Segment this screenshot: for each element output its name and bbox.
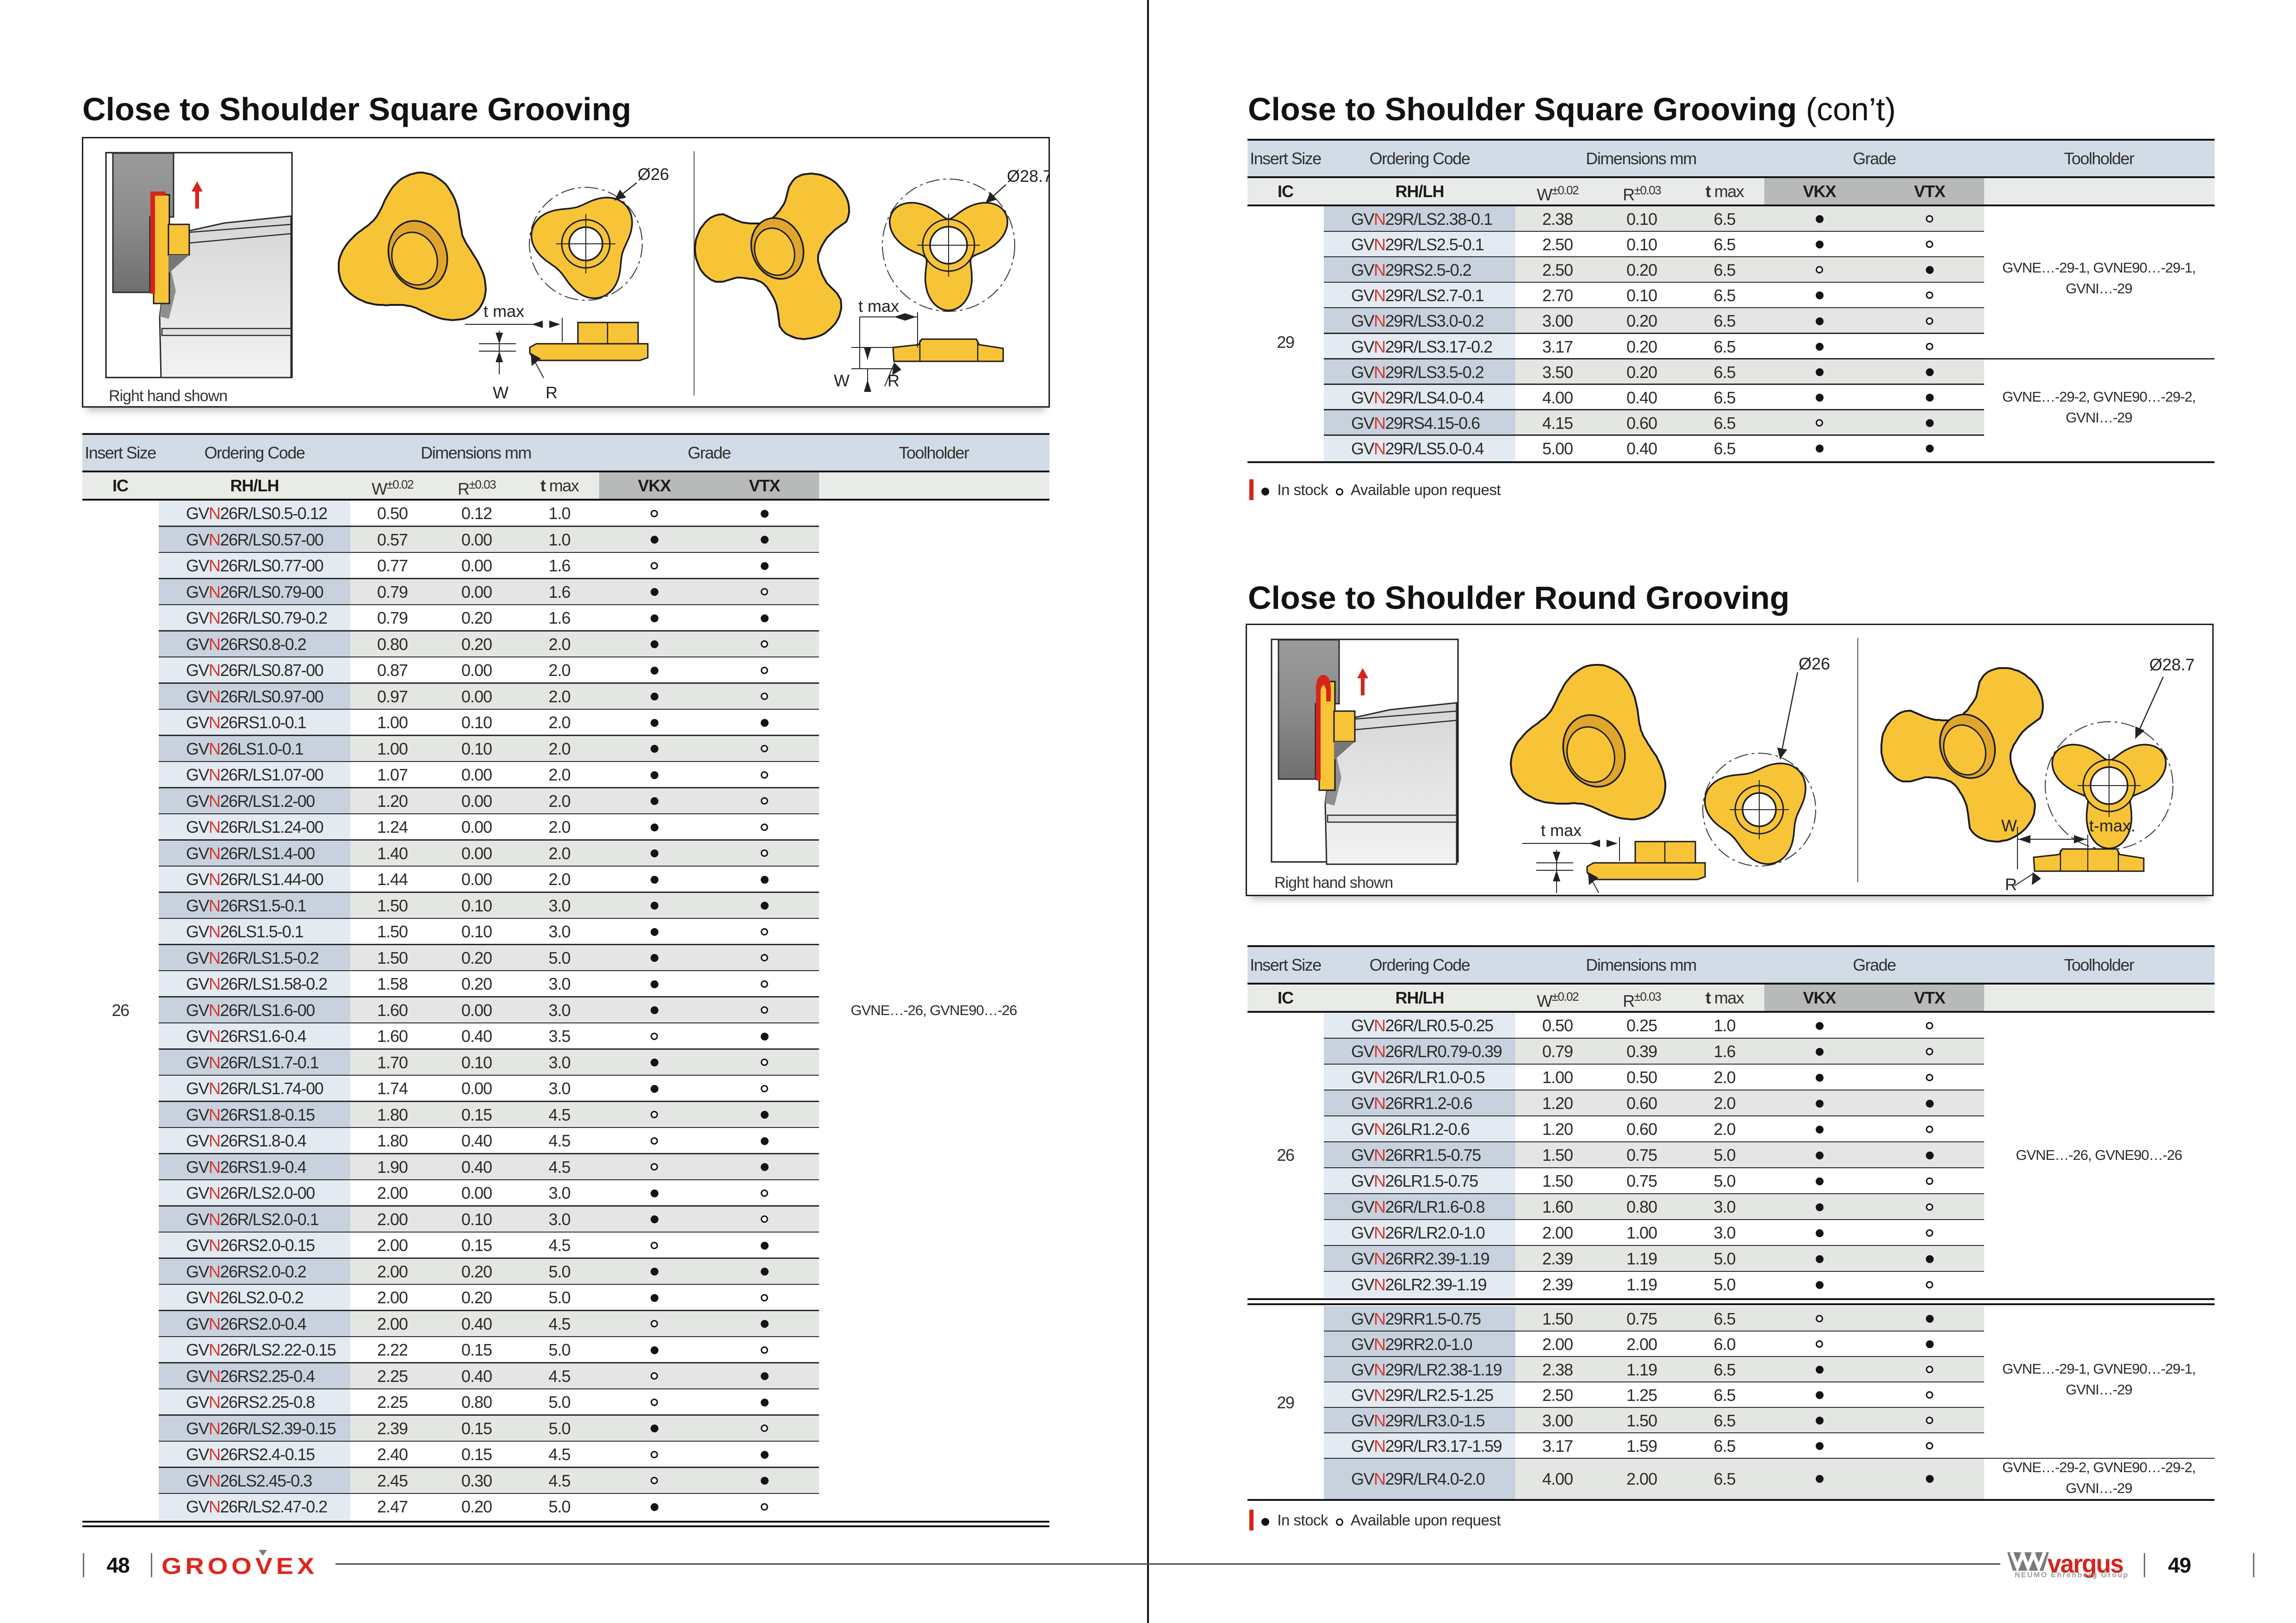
svg-text:W: W: [2001, 816, 2017, 835]
svg-text:Right hand shown: Right hand shown: [109, 387, 227, 405]
svg-text:t-max.: t-max.: [2089, 816, 2135, 835]
svg-text:t max: t max: [858, 297, 899, 316]
svg-text:Ø26: Ø26: [638, 165, 669, 184]
svg-text:t max: t max: [484, 302, 524, 321]
svg-text:Ø28.7: Ø28.7: [2149, 655, 2195, 674]
svg-text:t max: t max: [1541, 821, 1582, 840]
svg-text:Right hand shown: Right hand shown: [1274, 874, 1393, 892]
svg-text:Ø28.7: Ø28.7: [1007, 167, 1049, 186]
svg-text:R: R: [2005, 875, 2017, 893]
svg-text:W: W: [493, 383, 509, 402]
svg-text:Ø26: Ø26: [1799, 654, 1830, 673]
svg-text:R: R: [546, 383, 558, 402]
svg-text:W: W: [834, 371, 850, 390]
